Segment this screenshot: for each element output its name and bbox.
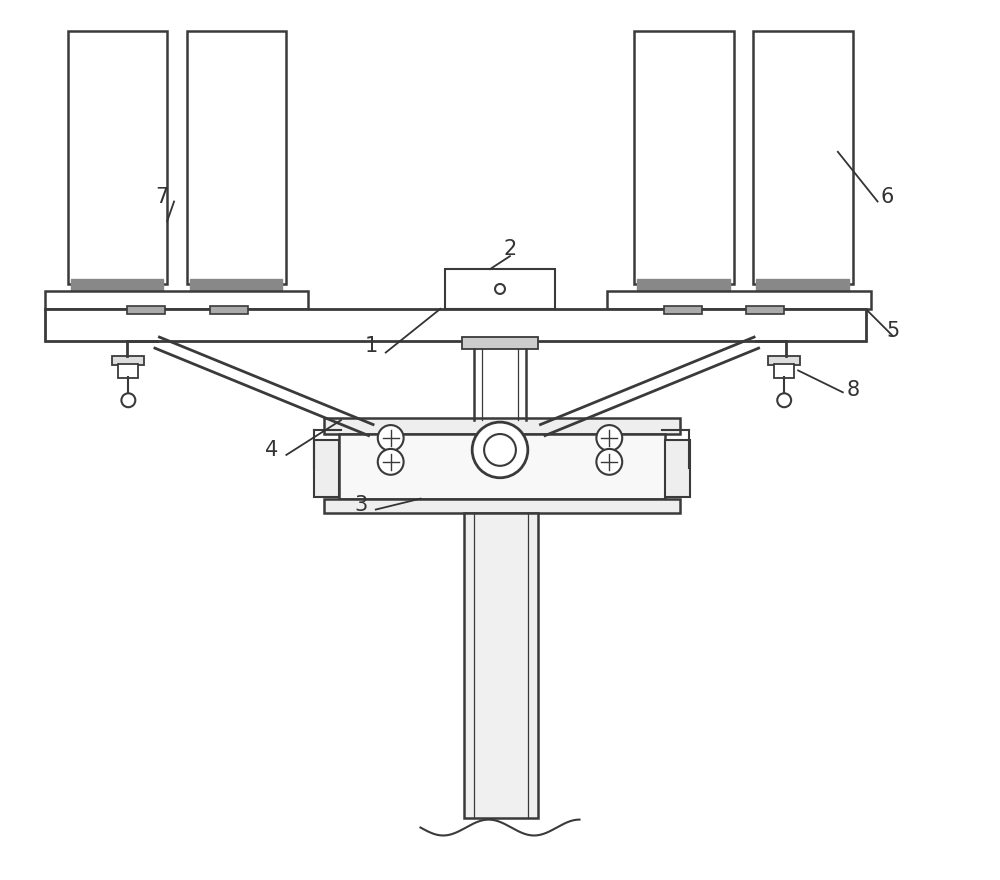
Circle shape <box>121 393 135 407</box>
Circle shape <box>596 449 622 475</box>
Bar <box>445 269 555 309</box>
Bar <box>665 440 690 496</box>
Bar <box>190 279 282 291</box>
Bar <box>464 512 538 818</box>
Text: 5: 5 <box>886 320 899 341</box>
Bar <box>339 434 665 499</box>
Text: 2: 2 <box>503 239 517 260</box>
Bar <box>68 31 167 284</box>
Text: 6: 6 <box>881 187 894 207</box>
Bar <box>637 279 730 291</box>
Bar <box>607 291 871 309</box>
Bar <box>634 31 734 284</box>
Bar <box>127 306 165 314</box>
Bar <box>45 291 308 309</box>
Bar <box>324 418 680 434</box>
Circle shape <box>472 422 528 478</box>
Circle shape <box>777 393 791 407</box>
Circle shape <box>596 425 622 451</box>
Bar <box>756 279 849 291</box>
Bar <box>664 306 702 314</box>
Bar <box>45 309 866 341</box>
Bar <box>210 306 248 314</box>
Bar <box>746 306 784 314</box>
Bar <box>118 364 138 378</box>
Bar <box>187 31 286 284</box>
Bar <box>753 31 853 284</box>
Circle shape <box>484 434 516 466</box>
Text: 4: 4 <box>265 440 278 460</box>
Text: 8: 8 <box>846 380 859 400</box>
Bar <box>314 440 339 496</box>
Bar <box>324 499 680 512</box>
Circle shape <box>378 449 404 475</box>
Text: 3: 3 <box>354 495 368 515</box>
Circle shape <box>495 284 505 294</box>
Text: 1: 1 <box>364 335 377 356</box>
Circle shape <box>378 425 404 451</box>
Bar <box>774 364 794 378</box>
Bar <box>768 356 800 365</box>
Bar <box>71 279 163 291</box>
Bar <box>112 356 144 365</box>
Text: 7: 7 <box>156 187 169 207</box>
Bar <box>462 337 538 348</box>
